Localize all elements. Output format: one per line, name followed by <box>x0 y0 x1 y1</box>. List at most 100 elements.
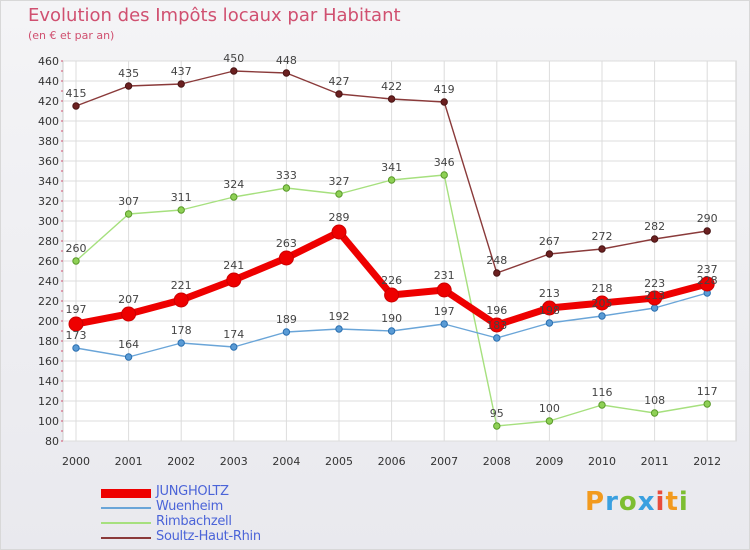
legend-label: Soultz-Haut-Rhin <box>156 529 261 544</box>
data-point <box>331 224 347 240</box>
y-tick-label: 380 <box>38 135 59 148</box>
data-point <box>387 327 396 335</box>
y-tick-label: 200 <box>38 315 59 328</box>
data-point <box>278 250 294 266</box>
data-point <box>598 401 606 409</box>
data-label: 100 <box>539 402 560 415</box>
data-point <box>282 184 291 192</box>
data-label: 241 <box>223 259 244 272</box>
data-point <box>72 344 80 352</box>
data-point <box>230 67 238 75</box>
y-tick-label: 360 <box>38 155 59 168</box>
data-label: 117 <box>697 385 718 398</box>
data-point <box>335 325 343 333</box>
legend-label: JUNGHOLTZ <box>156 484 229 499</box>
data-label: 267 <box>539 235 560 248</box>
data-point <box>282 328 291 336</box>
data-label: 327 <box>329 175 350 188</box>
data-label: 218 <box>592 282 613 295</box>
y-tick-label: 100 <box>38 415 59 428</box>
y-tick-label: 120 <box>38 395 59 408</box>
data-label: 419 <box>434 83 455 96</box>
data-label: 164 <box>118 338 139 351</box>
data-point <box>282 69 291 77</box>
brand-letter: i <box>655 487 666 517</box>
data-point <box>440 320 448 328</box>
data-label: 205 <box>592 297 613 310</box>
data-label: 190 <box>381 312 402 325</box>
data-label: 223 <box>644 277 665 290</box>
data-point <box>440 98 448 106</box>
data-label: 346 <box>434 156 455 169</box>
data-point <box>594 295 610 311</box>
data-point <box>598 245 606 253</box>
data-label: 189 <box>276 313 297 326</box>
data-point <box>703 400 711 408</box>
data-point <box>650 235 659 243</box>
data-point <box>440 171 448 179</box>
data-point <box>436 282 452 298</box>
data-label: 228 <box>697 274 718 287</box>
x-tick-label: 2004 <box>272 455 300 468</box>
data-label: 237 <box>697 263 718 276</box>
y-tick-label: 80 <box>45 435 59 448</box>
data-label: 437 <box>171 65 192 78</box>
data-label: 226 <box>381 274 402 287</box>
y-tick-label: 340 <box>38 175 59 188</box>
data-point <box>121 306 137 322</box>
data-label: 178 <box>171 324 192 337</box>
data-label: 289 <box>329 211 350 224</box>
data-label: 221 <box>171 279 192 292</box>
data-label: 213 <box>539 287 560 300</box>
data-label: 422 <box>381 80 402 93</box>
y-tick-label: 460 <box>38 55 59 68</box>
data-label: 450 <box>223 52 244 65</box>
data-label: 183 <box>486 319 507 332</box>
data-label: 192 <box>329 310 350 323</box>
data-point <box>699 276 715 292</box>
x-tick-label: 2000 <box>62 455 90 468</box>
data-label: 263 <box>276 237 297 250</box>
data-point <box>124 210 133 218</box>
legend-label: Wuenheim <box>156 499 223 514</box>
y-tick-label: 320 <box>38 195 59 208</box>
data-point <box>177 80 185 88</box>
data-label: 108 <box>644 394 665 407</box>
data-point <box>124 82 133 90</box>
x-tick-label: 2003 <box>220 455 248 468</box>
data-label: 248 <box>486 254 507 267</box>
y-tick-label: 240 <box>38 275 59 288</box>
data-point <box>72 257 80 265</box>
x-tick-label: 2012 <box>693 455 721 468</box>
data-label: 272 <box>592 230 613 243</box>
data-point <box>647 290 663 306</box>
brand-letter: r <box>605 487 619 517</box>
data-point <box>226 272 242 288</box>
data-label: 282 <box>644 220 665 233</box>
data-label: 435 <box>118 67 139 80</box>
y-tick-label: 180 <box>38 335 59 348</box>
data-label: 174 <box>223 328 244 341</box>
data-point <box>650 304 659 312</box>
data-point <box>545 250 554 258</box>
legend-swatch <box>101 522 151 524</box>
data-label: 207 <box>118 293 139 306</box>
y-tick-label: 400 <box>38 115 59 128</box>
data-label: 198 <box>539 304 560 317</box>
data-point <box>493 334 501 342</box>
legend-swatch <box>101 537 151 539</box>
data-label: 95 <box>490 407 504 420</box>
y-tick-label: 160 <box>38 355 59 368</box>
brand-letter: t <box>665 487 679 517</box>
data-label: 231 <box>434 269 455 282</box>
y-tick-label: 260 <box>38 255 59 268</box>
brand-letter: i <box>678 487 689 517</box>
data-point <box>387 95 396 103</box>
x-tick-label: 2010 <box>588 455 616 468</box>
x-tick-label: 2011 <box>641 455 669 468</box>
data-point <box>703 227 711 235</box>
y-tick-label: 300 <box>38 215 59 228</box>
chart-subtitle: (en € et par an) <box>28 29 115 42</box>
